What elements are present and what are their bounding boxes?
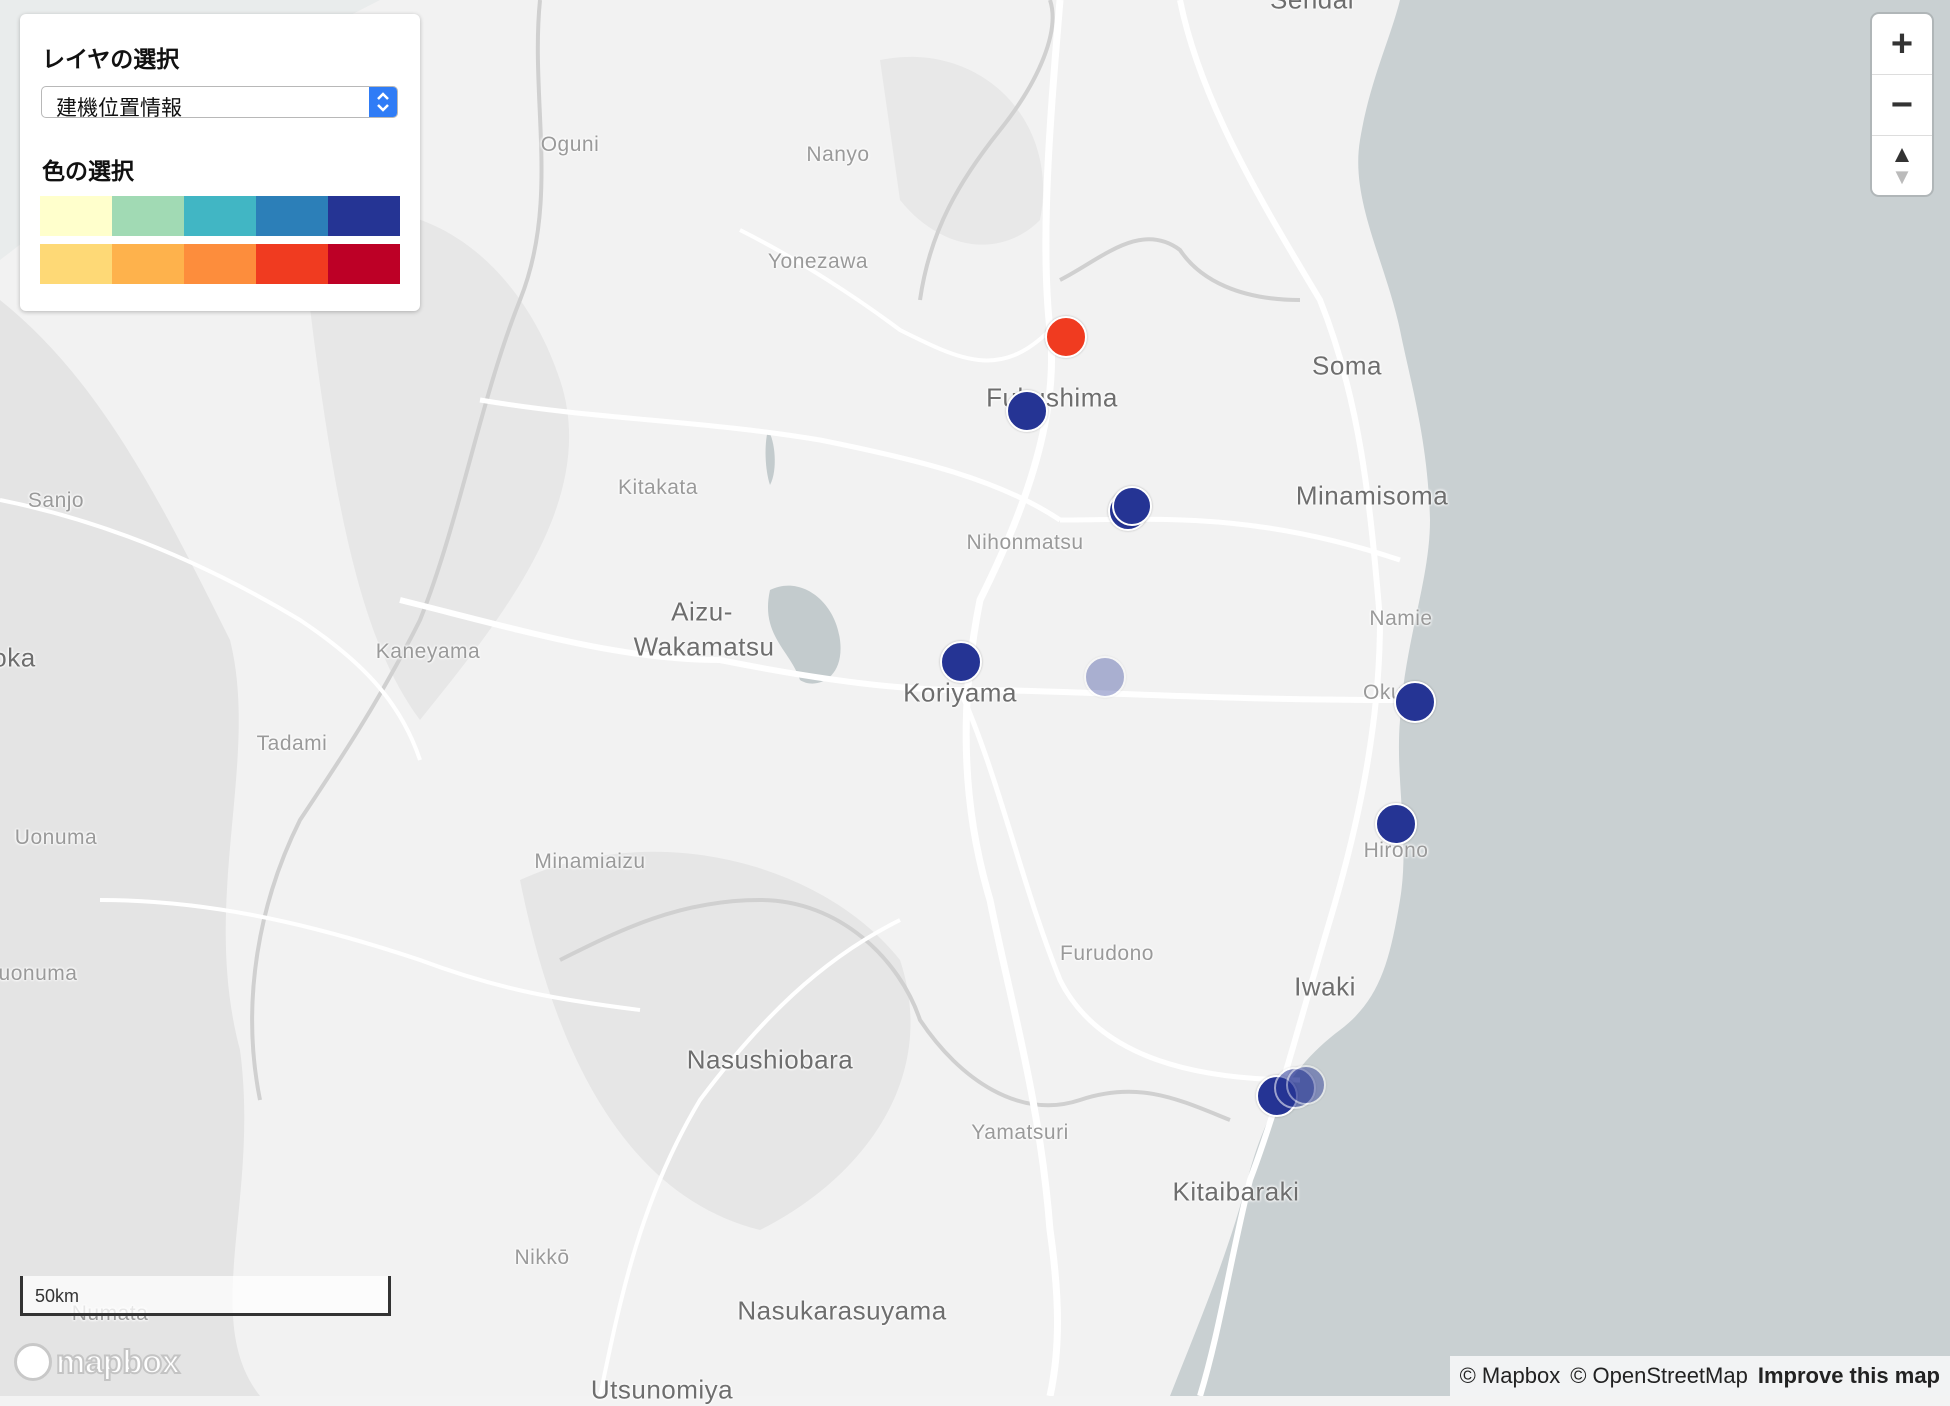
place-label-nihonmatsu: Nihonmatsu <box>966 531 1084 554</box>
place-label-nikk: Nikkō <box>514 1246 570 1269</box>
layer-panel: レイヤの選択 建機位置情報 色の選択 <box>20 14 420 311</box>
place-label-utsunomiya: Utsunomiya <box>590 1374 734 1405</box>
marker-koriyama[interactable] <box>940 641 982 683</box>
place-label-yonezawa: Yonezawa <box>767 250 869 273</box>
marker-okuma[interactable] <box>1394 681 1436 723</box>
attribution-osm-link[interactable]: © OpenStreetMap <box>1570 1363 1748 1388</box>
mapbox-logo[interactable]: mapbox <box>14 1341 181 1383</box>
color-ramp-cool[interactable] <box>40 196 400 236</box>
place-label-minamisoma: Minamisoma <box>1295 480 1449 511</box>
place-label-iwaki: Iwaki <box>1294 971 1356 1002</box>
marker-hirono[interactable] <box>1375 803 1417 845</box>
mapbox-wordmark: mapbox <box>55 1342 181 1381</box>
marker-iwaki-c[interactable] <box>1286 1065 1326 1105</box>
layer-select-title: レイヤの選択 <box>42 46 180 72</box>
place-label-kaneyama: Kaneyama <box>375 640 481 663</box>
place-label-aizu: Aizu- <box>671 596 733 627</box>
warm-swatch-4[interactable] <box>256 244 328 284</box>
attribution: © Mapbox © OpenStreetMap Improve this ma… <box>1449 1356 1950 1396</box>
place-label-nasushiobara: Nasushiobara <box>686 1044 854 1075</box>
warm-swatch-5[interactable] <box>328 244 400 284</box>
place-label-furudono: Furudono <box>1060 942 1154 965</box>
place-label-oguni: Oguni <box>540 133 600 156</box>
place-label-hirono: Hirono <box>1363 839 1429 862</box>
mapbox-logo-icon <box>14 1343 52 1381</box>
place-label-sendai: Sendai <box>1270 0 1354 16</box>
place-label-uonuma: uonuma <box>0 962 78 985</box>
layer-select[interactable]: 建機位置情報 <box>41 86 398 120</box>
compass-south-icon: ▼ <box>1891 164 1913 189</box>
warm-swatch-1[interactable] <box>40 244 112 284</box>
scale-label: 50km <box>35 1286 80 1306</box>
place-label-nasukarasuyama: Nasukarasuyama <box>737 1295 947 1326</box>
cool-swatch-1[interactable] <box>40 196 112 236</box>
cool-swatch-4[interactable] <box>256 196 328 236</box>
marker-nihonmatsu-b[interactable] <box>1112 486 1152 526</box>
place-label-namie: Namie <box>1369 607 1433 630</box>
place-label-kitaibaraki: Kitaibaraki <box>1172 1176 1300 1207</box>
place-label-sanjo: Sanjo <box>27 489 85 512</box>
place-label-uonuma: Uonuma <box>14 826 98 849</box>
warm-swatch-3[interactable] <box>184 244 256 284</box>
place-label-oka: oka <box>0 642 36 673</box>
attribution-mapbox-link[interactable]: © Mapbox <box>1459 1363 1561 1388</box>
place-label-tadami: Tadami <box>256 732 328 755</box>
navigation-control: + − ▲ ▼ <box>1872 14 1932 195</box>
marker-fukushima-north[interactable] <box>1045 316 1087 358</box>
cool-swatch-5[interactable] <box>328 196 400 236</box>
layer-select-value: 建機位置情報 <box>56 97 182 120</box>
place-label-wakamatsu: Wakamatsu <box>633 631 775 662</box>
zoom-in-button[interactable]: + <box>1872 14 1932 75</box>
place-label-soma: Soma <box>1312 350 1382 381</box>
compass-icon: ▲ <box>1890 141 1914 168</box>
compass-button[interactable]: ▲ ▼ <box>1872 136 1932 196</box>
place-label-minamiaizu: Minamiaizu <box>534 850 646 873</box>
place-label-kitakata: Kitakata <box>618 476 698 499</box>
place-label-yamatsuri: Yamatsuri <box>971 1121 1069 1144</box>
select-arrows-icon <box>369 87 397 117</box>
improve-map-link[interactable]: Improve this map <box>1757 1363 1940 1388</box>
marker-koriyama-east[interactable] <box>1084 656 1126 698</box>
scale-bar: 50km <box>20 1276 391 1316</box>
color-select-title: 色の選択 <box>42 158 134 184</box>
place-label-nanyo: Nanyo <box>806 143 870 166</box>
cool-swatch-2[interactable] <box>112 196 184 236</box>
zoom-out-button[interactable]: − <box>1872 75 1932 136</box>
color-ramp-warm[interactable] <box>40 244 400 284</box>
warm-swatch-2[interactable] <box>112 244 184 284</box>
marker-fukushima[interactable] <box>1006 390 1048 432</box>
cool-swatch-3[interactable] <box>184 196 256 236</box>
